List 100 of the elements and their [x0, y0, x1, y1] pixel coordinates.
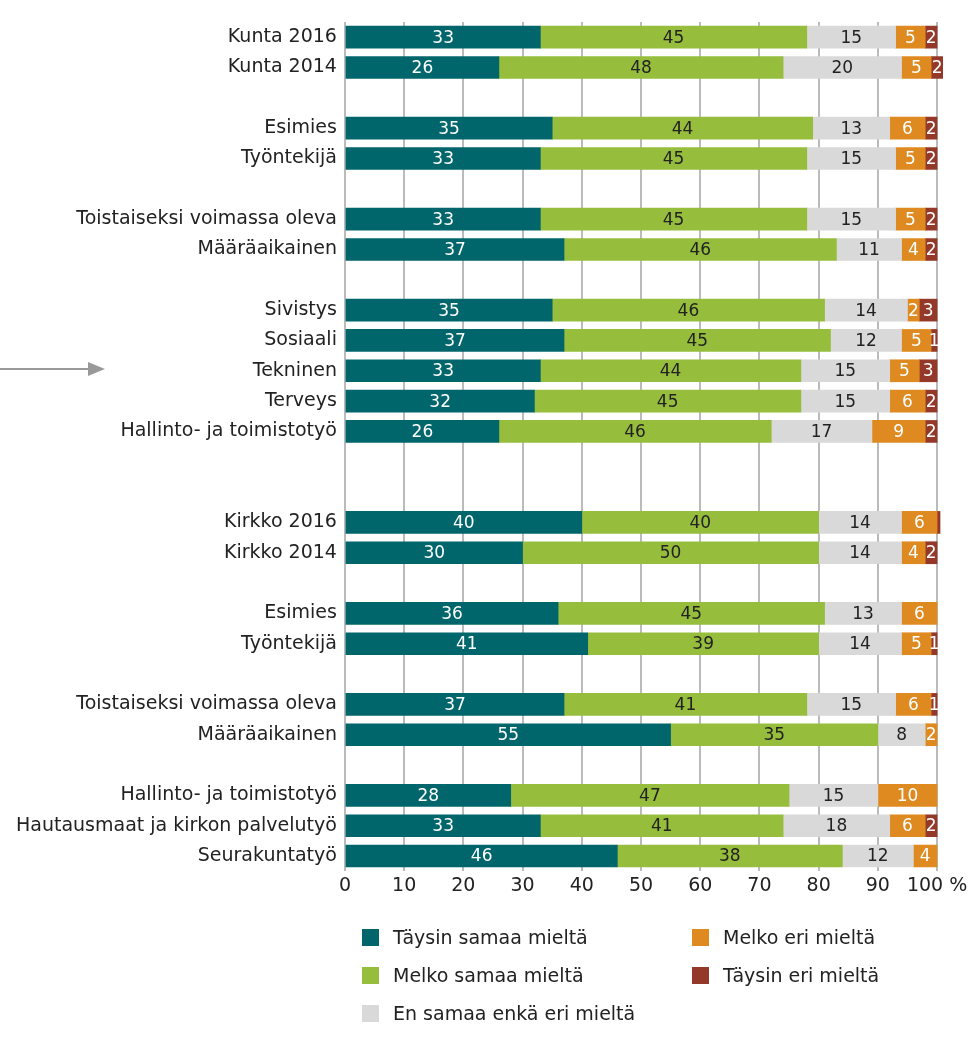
y-tick-label: Sosiaali — [264, 327, 337, 350]
bar — [824, 602, 902, 625]
bar — [345, 25, 541, 49]
bar — [345, 632, 589, 656]
data-label: 5 — [905, 208, 916, 229]
y-tick-label: Määräaikainen — [197, 236, 337, 259]
y-tick-label: Toistaiseksi voimassa oleva — [75, 206, 337, 229]
bar — [345, 147, 541, 170]
bar — [818, 632, 902, 656]
data-label: 1 — [928, 693, 940, 714]
bar — [806, 147, 896, 170]
y-tick-label: Työntekijä — [240, 145, 337, 168]
bar — [800, 359, 891, 383]
data-label: 46 — [689, 238, 712, 259]
bar — [782, 56, 902, 79]
bar — [670, 723, 879, 747]
bar — [540, 359, 802, 383]
bar — [540, 814, 784, 838]
data-label: 48 — [630, 56, 652, 77]
bar — [877, 723, 926, 747]
data-label: 18 — [825, 815, 848, 836]
bar — [587, 632, 819, 656]
data-label: 41 — [674, 693, 697, 714]
data-label: 39 — [692, 633, 714, 654]
data-label: 50 — [659, 542, 682, 563]
data-label: 45 — [686, 329, 709, 350]
data-label: 45 — [680, 602, 703, 623]
data-label: 33 — [432, 26, 454, 47]
data-label: 2 — [925, 238, 937, 259]
y-tick-label: Kunta 2014 — [227, 54, 337, 77]
x-tick-label: 80 — [806, 872, 831, 895]
data-label: 6 — [913, 602, 925, 623]
data-label: 2 — [925, 815, 937, 836]
data-label: 38 — [719, 845, 741, 866]
x-tick-label: 90 — [865, 872, 890, 895]
bar — [895, 147, 926, 170]
data-label: 46 — [470, 845, 493, 866]
data-label: 14 — [849, 542, 871, 563]
y-tick-label: Työntekijä — [240, 630, 337, 653]
bar — [345, 116, 553, 140]
x-tick-label: 30 — [510, 872, 535, 895]
data-label: 45 — [662, 26, 685, 47]
bar — [818, 511, 902, 534]
data-label: 2 — [925, 724, 937, 745]
y-tick-label: Määräaikainen — [197, 721, 337, 744]
bar — [770, 420, 873, 443]
y-tick-label: Toistaiseksi voimassa oleva — [75, 691, 337, 714]
x-tick-label: 50 — [628, 872, 654, 895]
data-label: 15 — [840, 147, 863, 168]
bar — [557, 602, 825, 625]
bar — [510, 784, 790, 807]
data-label: 55 — [497, 724, 520, 745]
y-tick-label: Hallinto- ja toimistotyö — [120, 418, 337, 441]
data-label: 15 — [840, 693, 863, 714]
bar — [540, 25, 808, 49]
data-label: 13 — [852, 602, 874, 623]
data-label: 5 — [910, 633, 922, 654]
y-tick-label: Esimies — [264, 115, 337, 138]
bar — [345, 602, 559, 625]
bar — [889, 359, 920, 383]
bar — [345, 359, 541, 383]
y-tick-label: Kunta 2016 — [227, 24, 337, 47]
data-label: 45 — [662, 208, 685, 229]
x-tick-label: 100 % — [906, 872, 968, 895]
legend-label: Melko samaa mieltä — [393, 964, 584, 986]
data-label: 6 — [902, 390, 913, 411]
bar — [345, 56, 500, 79]
bar — [522, 541, 819, 565]
bar — [563, 238, 837, 261]
data-label: 6 — [913, 511, 925, 532]
data-label: 8 — [896, 724, 907, 745]
data-label: 3 — [922, 299, 934, 320]
data-label: 15 — [822, 784, 845, 805]
data-label: 4 — [907, 542, 919, 563]
data-label: 37 — [444, 693, 466, 714]
x-tick-label: 20 — [451, 872, 476, 895]
bar — [877, 784, 938, 807]
data-label: 1 — [928, 633, 940, 654]
x-tick-label: 60 — [688, 872, 713, 895]
data-label: 14 — [849, 511, 871, 532]
bar — [345, 814, 541, 838]
bar — [345, 511, 583, 534]
data-label: 28 — [417, 784, 440, 805]
bar — [540, 207, 808, 231]
data-label: 4 — [907, 238, 919, 259]
y-tick-label: Kirkko 2016 — [224, 509, 337, 532]
bar — [830, 329, 902, 352]
data-label: 26 — [411, 56, 434, 77]
data-label: 6 — [902, 117, 913, 138]
bar — [551, 298, 825, 322]
data-label: 41 — [456, 633, 478, 654]
bar — [345, 207, 541, 231]
bar — [824, 298, 908, 322]
bar — [806, 25, 896, 49]
bar — [534, 389, 802, 413]
bar — [800, 389, 891, 413]
bar — [818, 541, 902, 565]
data-label: 5 — [910, 56, 922, 77]
data-label: 17 — [810, 420, 833, 441]
x-tick-label: 70 — [747, 872, 772, 895]
